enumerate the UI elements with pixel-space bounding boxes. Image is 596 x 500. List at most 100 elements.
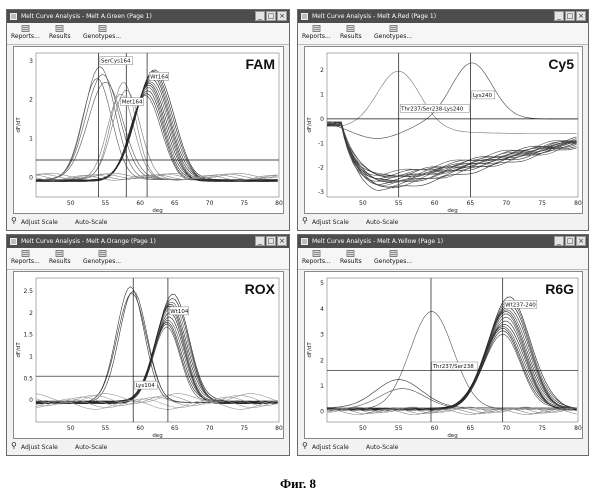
genotypes-button[interactable]: Genotypes... <box>374 25 412 40</box>
reports-button[interactable]: Reports... <box>302 250 331 265</box>
auto-scale-button[interactable]: Auto-Scale <box>75 444 107 451</box>
close-button[interactable]: × <box>576 11 586 21</box>
melt-curve-window-yellow[interactable]: Melt Curve Analysis - Melt A.Yellow (Pag… <box>297 234 589 456</box>
x-tick-label: 75 <box>538 425 546 432</box>
dna-icon <box>389 25 398 32</box>
melt-curve-window-orange[interactable]: Melt Curve Analysis - Melt A.Orange (Pag… <box>6 234 290 456</box>
table-icon <box>55 250 64 257</box>
melt-curve-trace <box>36 88 278 182</box>
x-tick-label: 70 <box>206 200 214 207</box>
y-tick-label: 1 <box>29 354 33 361</box>
genotypes-button[interactable]: Genotypes... <box>83 25 121 40</box>
maximize-button[interactable]: □ <box>266 11 276 21</box>
minimize-button[interactable]: _ <box>255 11 265 21</box>
x-tick-label: 60 <box>431 425 439 432</box>
maximize-button[interactable]: □ <box>565 11 575 21</box>
reports-button[interactable]: Reports... <box>11 25 40 40</box>
melt-curve-trace <box>36 94 278 182</box>
x-tick-label: 65 <box>171 425 179 432</box>
app-icon <box>301 13 308 20</box>
toolbar: Reports... Results Genotypes... <box>298 248 588 270</box>
zoom-icon[interactable]: ⚲ <box>302 217 308 225</box>
close-button[interactable]: × <box>277 11 287 21</box>
x-tick-label: 60 <box>431 200 439 207</box>
melt-curve-trace <box>327 123 577 183</box>
y-tick-label: 2 <box>29 97 33 104</box>
zoom-icon[interactable]: ⚲ <box>11 217 17 225</box>
window-titlebar[interactable]: Melt Curve Analysis - Melt A.Yellow (Pag… <box>298 235 588 248</box>
genotypes-button[interactable]: Genotypes... <box>374 250 412 265</box>
results-button[interactable]: Results <box>49 250 71 265</box>
melt-curve-window-green[interactable]: Melt Curve Analysis - Melt A.Green (Page… <box>6 9 290 231</box>
dna-icon <box>389 250 398 257</box>
x-tick-label: 65 <box>467 200 475 207</box>
window-titlebar[interactable]: Melt Curve Analysis - Melt A.Red (Page 1… <box>298 10 588 23</box>
melt-curve-trace <box>327 122 577 188</box>
x-tick-label: 75 <box>538 200 546 207</box>
window-title: Melt Curve Analysis - Melt A.Green (Page… <box>21 13 152 20</box>
results-button[interactable]: Results <box>340 25 362 40</box>
close-button[interactable]: × <box>277 236 287 246</box>
melt-curve-trace <box>327 300 577 410</box>
window-title: Melt Curve Analysis - Melt A.Red (Page 1… <box>312 13 436 20</box>
close-button[interactable]: × <box>576 236 586 246</box>
melt-curve-trace <box>36 83 278 181</box>
results-button[interactable]: Results <box>340 250 362 265</box>
auto-scale-button[interactable]: Auto-Scale <box>366 219 398 226</box>
genotype-label: Lys240 <box>473 93 493 99</box>
x-tick-label: 50 <box>359 425 367 432</box>
melt-curve-trace <box>36 322 278 404</box>
x-tick-label: 60 <box>136 200 144 207</box>
adjust-scale-button[interactable]: Adjust Scale <box>21 444 58 451</box>
x-tick-label: 70 <box>502 200 510 207</box>
app-icon <box>301 238 308 245</box>
figure-caption: Фиг. 8 <box>0 476 596 492</box>
melt-curve-window-red[interactable]: Melt Curve Analysis - Melt A.Red (Page 1… <box>297 9 589 231</box>
zoom-icon[interactable]: ⚲ <box>11 442 17 450</box>
y-tick-label: -1 <box>318 140 324 147</box>
minimize-button[interactable]: _ <box>554 236 564 246</box>
melt-curve-plot[interactable]: 01234550556065707580dF/dTdegThr237/Ser23… <box>304 271 583 439</box>
x-tick-label: 55 <box>102 425 110 432</box>
adjust-scale-button[interactable]: Adjust Scale <box>312 444 349 451</box>
y-axis-label: dF/dT <box>307 342 313 358</box>
auto-scale-button[interactable]: Auto-Scale <box>75 219 107 226</box>
results-button[interactable]: Results <box>49 25 71 40</box>
maximize-button[interactable]: □ <box>266 236 276 246</box>
adjust-scale-button[interactable]: Adjust Scale <box>21 219 58 226</box>
chart-svg: 00.511.522.550556065707580dF/dTdegLys104… <box>14 272 285 440</box>
minimize-button[interactable]: _ <box>554 11 564 21</box>
y-tick-label: 2.5 <box>23 288 33 295</box>
zoom-icon[interactable]: ⚲ <box>302 442 308 450</box>
plot-footer: ⚲ Adjust Scale Auto-Scale <box>298 214 588 230</box>
reports-button[interactable]: Reports... <box>11 250 40 265</box>
dye-name: R6G <box>545 281 574 297</box>
minimize-button[interactable]: _ <box>255 236 265 246</box>
report-icon <box>21 25 30 32</box>
melt-curve-plot[interactable]: 00.511.522.550556065707580dF/dTdegLys104… <box>13 271 284 439</box>
genotypes-button[interactable]: Genotypes... <box>83 250 121 265</box>
melt-curve-trace <box>36 96 278 182</box>
dye-name: Cy5 <box>548 56 574 72</box>
x-tick-label: 65 <box>467 425 475 432</box>
melt-curve-trace <box>36 70 278 181</box>
x-tick-label: 55 <box>102 200 110 207</box>
app-icon <box>10 13 17 20</box>
plot-footer: ⚲ Adjust Scale Auto-Scale <box>7 439 289 455</box>
window-titlebar[interactable]: Melt Curve Analysis - Melt A.Orange (Pag… <box>7 235 289 248</box>
y-tick-label: 0.5 <box>23 375 33 382</box>
plot-footer: ⚲ Adjust Scale Auto-Scale <box>298 439 588 455</box>
melt-curve-plot[interactable]: 012350556065707580dF/dTdegSerCys164Wt164… <box>13 46 284 214</box>
chart-svg: -3-2-101250556065707580dF/dTdegThr237/Se… <box>305 47 584 215</box>
toolbar: Reports... Results Genotypes... <box>7 23 289 45</box>
melt-curve-plot[interactable]: -3-2-101250556065707580dF/dTdegThr237/Se… <box>304 46 583 214</box>
genotype-label: Wt164 <box>150 74 169 80</box>
auto-scale-button[interactable]: Auto-Scale <box>366 444 398 451</box>
adjust-scale-button[interactable]: Adjust Scale <box>312 219 349 226</box>
x-tick-label: 60 <box>136 425 144 432</box>
reports-button[interactable]: Reports... <box>302 25 331 40</box>
maximize-button[interactable]: □ <box>565 236 575 246</box>
window-titlebar[interactable]: Melt Curve Analysis - Melt A.Green (Page… <box>7 10 289 23</box>
plot-footer: ⚲ Adjust Scale Auto-Scale <box>7 214 289 230</box>
y-tick-label: 1 <box>320 91 324 98</box>
